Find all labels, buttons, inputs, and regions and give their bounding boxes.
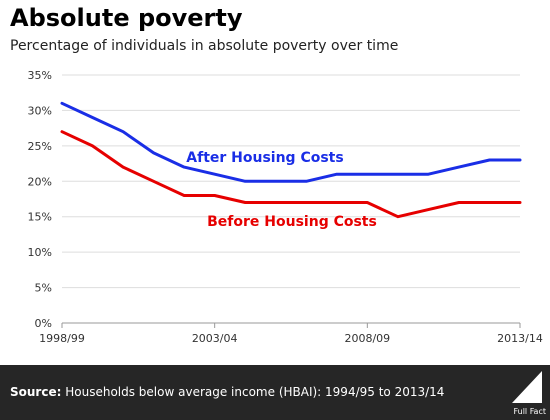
source-text: Households below average income (HBAI): … [65,385,445,399]
grid-lines [62,74,520,324]
x-tick-label: 2013/14 [497,332,543,345]
series-line-before-housing [60,130,522,219]
series-label-after-housing: After Housing Costs [186,150,343,166]
series-line-after-housing [60,101,522,183]
footer-bar: Source: Households below average income … [0,365,550,420]
y-tick-label: 20% [28,175,52,188]
y-axis-ticks: 0% 5% 10% 15% 20% 25% 30% 35% [28,69,52,330]
y-tick-label: 10% [28,246,52,259]
line-chart: 0% 5% 10% 15% 20% 25% 30% 35% 1998/99 2003/04 200… [28,69,543,345]
chart-subtitle: Percentage of individuals in absolute po… [10,38,399,54]
y-tick-label: 30% [28,104,52,117]
x-tick-label: 2008/09 [344,332,390,345]
y-tick-label: 15% [28,211,52,224]
series-lines [60,101,522,219]
full-fact-logo-icon [512,371,542,403]
logo-text: Full Fact [513,407,546,416]
series-label-before-housing: Before Housing Costs [207,214,377,230]
y-tick-label: 35% [28,69,52,82]
series-labels: After Housing Costs Before Housing Costs [186,150,377,230]
x-tick-label: 2003/04 [192,332,238,345]
x-tick-label: 1998/99 [39,332,85,345]
y-tick-label: 25% [28,140,52,153]
y-tick-label: 5% [35,282,52,295]
chart-title: Absolute poverty [10,4,243,32]
source-label: Source: [10,385,62,399]
source-note: Source: Households below average income … [10,385,444,399]
y-tick-label: 0% [35,317,52,330]
x-axis-ticks: 1998/99 2003/04 2008/09 2013/14 [39,323,543,345]
